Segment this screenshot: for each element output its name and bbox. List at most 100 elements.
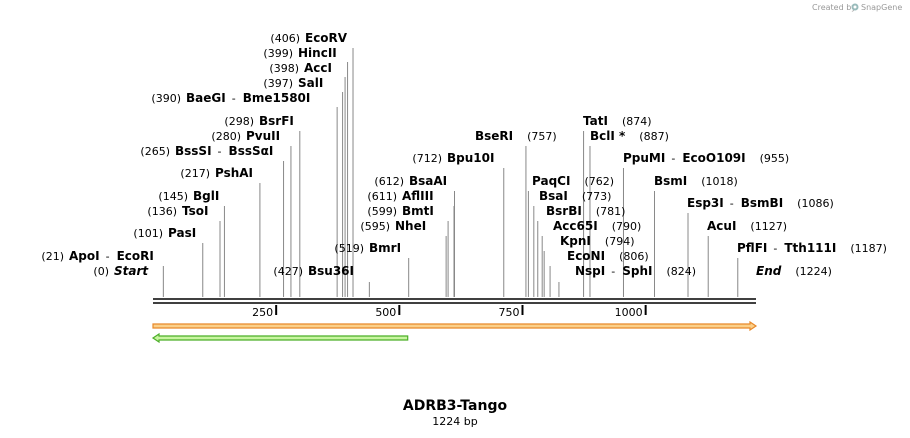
cut-site-label: (280) PvuII xyxy=(211,129,280,143)
cut-site-alt-name: EcoO109I xyxy=(682,151,745,165)
cut-site-position: (612) xyxy=(374,175,404,188)
cut-site-alt-name: EcoRI xyxy=(117,249,154,263)
cut-site-label: BsrBI (781) xyxy=(546,204,625,218)
cut-site-label: Esp3I - BsmBI (1086) xyxy=(687,196,834,210)
cut-site-label: AcuI (1127) xyxy=(707,219,787,233)
cut-site-position: (806) xyxy=(619,250,649,263)
cut-site-name: EcoRV xyxy=(305,31,348,45)
cut-site-position: (427) xyxy=(273,265,303,278)
cut-site-position: (280) xyxy=(211,130,241,143)
cut-site-label: Acc65I (790) xyxy=(553,219,641,233)
cut-site-name: EcoNI xyxy=(567,249,605,263)
cut-site-name: PpuMI xyxy=(623,151,665,165)
cut-site-name: AcuI xyxy=(707,219,736,233)
cut-site-separator: - xyxy=(773,242,777,255)
cut-site-name: KpnI xyxy=(560,234,591,248)
cut-site-name: PflFI xyxy=(737,241,767,255)
cut-site-label: (399) HincII xyxy=(263,46,336,60)
cut-site-separator: - xyxy=(218,145,222,158)
feature-arrows xyxy=(151,320,758,344)
cut-site-label: (397) SalI xyxy=(263,76,323,90)
sequence-length: 1224 bp xyxy=(432,415,478,428)
cut-site-label: PflFI - Tth111I (1187) xyxy=(737,241,887,255)
ruler-tick-label: 500 xyxy=(375,306,396,319)
cut-site-position: (794) xyxy=(605,235,635,248)
cut-site-name: AccI xyxy=(304,61,332,75)
cut-site-name: Acc65I xyxy=(553,219,598,233)
cut-site-name: BssSI xyxy=(175,144,212,158)
snapgene-logo-icon xyxy=(851,3,859,11)
cut-site-alt-name: Bme1580I xyxy=(243,91,311,105)
cut-site-name: Start xyxy=(114,264,149,278)
cut-site-label: (612) BsaAI xyxy=(374,174,447,188)
cut-site-name: Bsu36I xyxy=(308,264,354,278)
orange-feature[interactable] xyxy=(152,320,758,332)
cut-site-name: PvuII xyxy=(246,129,280,143)
cut-site-position: (790) xyxy=(612,220,642,233)
cut-site-label: (145) BglI xyxy=(158,189,219,203)
cut-site-alt-name: BsmBI xyxy=(741,196,783,210)
cut-site-label: (217) PshAI xyxy=(180,166,253,180)
credit-text: Created by xyxy=(812,3,856,12)
cut-site-name: ApoI xyxy=(69,249,100,263)
cut-site-position: (0) xyxy=(93,265,109,278)
cut-site-name: End xyxy=(756,264,782,278)
cut-site-position: (21) xyxy=(41,250,64,263)
cut-site-position: (1187) xyxy=(850,242,887,255)
cut-site-label: BclI * (887) xyxy=(590,129,669,143)
cut-site-name: PasI xyxy=(168,226,196,240)
cut-site-name: AflIII xyxy=(402,189,434,203)
cut-site-label: End (1224) xyxy=(756,264,832,278)
cut-site-name: TatI xyxy=(583,114,608,128)
cut-site-label: (427) Bsu36I xyxy=(273,264,354,278)
cut-site-name: BclI * xyxy=(590,129,626,143)
cut-site-position: (145) xyxy=(158,190,188,203)
cut-site-separator: - xyxy=(232,92,236,105)
cut-site-alt-name: SphI xyxy=(622,264,652,278)
cut-site-position: (519) xyxy=(334,242,364,255)
cut-site-lines xyxy=(162,48,739,297)
cut-site-name: BsmI xyxy=(654,174,687,188)
ruler-tick-label: 750 xyxy=(498,306,519,319)
cut-site-position: (136) xyxy=(147,205,177,218)
cut-site-position: (887) xyxy=(639,130,669,143)
cut-site-separator: - xyxy=(671,152,675,165)
cut-site-name: PaqCI xyxy=(532,174,570,188)
map-title: ADRB3-Tango xyxy=(402,398,508,414)
cut-site-position: (1224) xyxy=(795,265,832,278)
cut-site-position: (595) xyxy=(360,220,390,233)
cut-site-label: KpnI (794) xyxy=(560,234,635,248)
snapgene-credit: Created by SnapGene xyxy=(812,3,902,12)
cut-site-name: BglI xyxy=(193,189,219,203)
cut-site-label: PaqCI (762) xyxy=(532,174,614,188)
cut-site-label: BsmI (1018) xyxy=(654,174,738,188)
cut-site-name: Bpu10I xyxy=(447,151,494,165)
cut-site-label: (265) BssSI - BssSαI xyxy=(140,144,273,158)
cut-site-label: (398) AccI xyxy=(269,61,332,75)
green-feature[interactable] xyxy=(151,332,409,344)
cut-site-name: NspI xyxy=(575,264,605,278)
cut-site-label: TatI (874) xyxy=(583,114,652,128)
cut-site-separator: - xyxy=(106,250,110,263)
cut-site-position: (101) xyxy=(133,227,163,240)
cut-site-label: (136) TsoI xyxy=(147,204,208,218)
cut-site-position: (874) xyxy=(622,115,652,128)
cut-site-label: BsaI (773) xyxy=(539,189,611,203)
cut-site-label: (0) Start xyxy=(93,264,149,278)
cut-site-label: (101) PasI xyxy=(133,226,196,240)
cut-site-name: HincII xyxy=(298,46,337,60)
cut-site-position: (265) xyxy=(140,145,170,158)
cut-site-name: BmtI xyxy=(402,204,434,218)
cut-site-label: (712) Bpu10I xyxy=(412,151,494,165)
cut-site-alt-name: BssSαI xyxy=(229,144,274,158)
ruler-tick-label: 250 xyxy=(252,306,273,319)
cut-site-position: (390) xyxy=(151,92,181,105)
cut-site-separator: - xyxy=(611,265,615,278)
cut-site-label: (21) ApoI - EcoRI xyxy=(41,249,153,263)
cut-site-label: (611) AflIII xyxy=(367,189,433,203)
cut-site-name: BmrI xyxy=(369,241,401,255)
cut-site-name: BsrFI xyxy=(259,114,294,128)
cut-site-position: (1086) xyxy=(797,197,834,210)
cut-site-name: BaeGI xyxy=(186,91,226,105)
cut-site-label: (595) NheI xyxy=(360,219,426,233)
